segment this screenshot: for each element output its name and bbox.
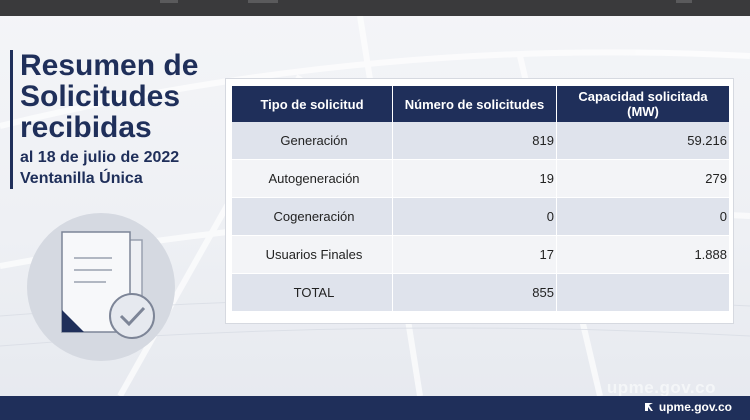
cell-type: TOTAL (232, 274, 393, 312)
cell-capacity: 279 (557, 160, 729, 198)
window-top-bar (0, 0, 750, 16)
top-bar-mark (248, 0, 278, 3)
slide-title-block: Resumen de Solicitudes recibidas al 18 d… (10, 50, 220, 189)
table-header-row: Tipo de solicitud Número de solicitudes … (232, 86, 729, 122)
upme-logo-icon (644, 403, 653, 411)
cell-type: Usuarios Finales (232, 236, 393, 274)
cell-type: Autogeneración (232, 160, 393, 198)
table-row: Autogeneración 19 279 (232, 160, 729, 198)
cell-type: Generación (232, 122, 393, 160)
footer-bar (0, 396, 750, 420)
table-row: Usuarios Finales 17 1.888 (232, 236, 729, 274)
cell-capacity (557, 274, 729, 312)
cell-count: 0 (393, 198, 557, 236)
summary-table-card: Tipo de solicitud Número de solicitudes … (225, 78, 734, 324)
slide-source: Ventanilla Única (20, 170, 143, 187)
cell-count: 19 (393, 160, 557, 198)
cell-count: 855 (393, 274, 557, 312)
table-row: Cogeneración 0 0 (232, 198, 729, 236)
cell-count: 17 (393, 236, 557, 274)
top-bar-mark (676, 0, 692, 3)
document-check-icon (27, 213, 175, 361)
footer-logo-text: upme.gov.co (658, 400, 732, 414)
table-row: Generación 819 59.216 (232, 122, 729, 160)
footer-watermark: upme.gov.co (606, 378, 716, 397)
cell-count: 819 (393, 122, 557, 160)
cell-capacity: 0 (557, 198, 729, 236)
header-tipo-solicitud: Tipo de solicitud (232, 86, 393, 122)
summary-table: Tipo de solicitud Número de solicitudes … (232, 86, 729, 312)
cell-type: Cogeneración (232, 198, 393, 236)
header-capacidad-solicitada: Capacidad solicitada (MW) (557, 86, 729, 122)
slide-title: Resumen de Solicitudes recibidas (20, 49, 199, 144)
footer-logo: upme.gov.co (643, 400, 732, 414)
header-numero-solicitudes: Número de solicitudes (393, 86, 557, 122)
slide-date: al 18 de julio de 2022 (20, 149, 180, 166)
cell-capacity: 1.888 (557, 236, 729, 274)
table-total-row: TOTAL 855 (232, 274, 729, 312)
cell-capacity: 59.216 (557, 122, 729, 160)
top-bar-mark (160, 0, 178, 3)
